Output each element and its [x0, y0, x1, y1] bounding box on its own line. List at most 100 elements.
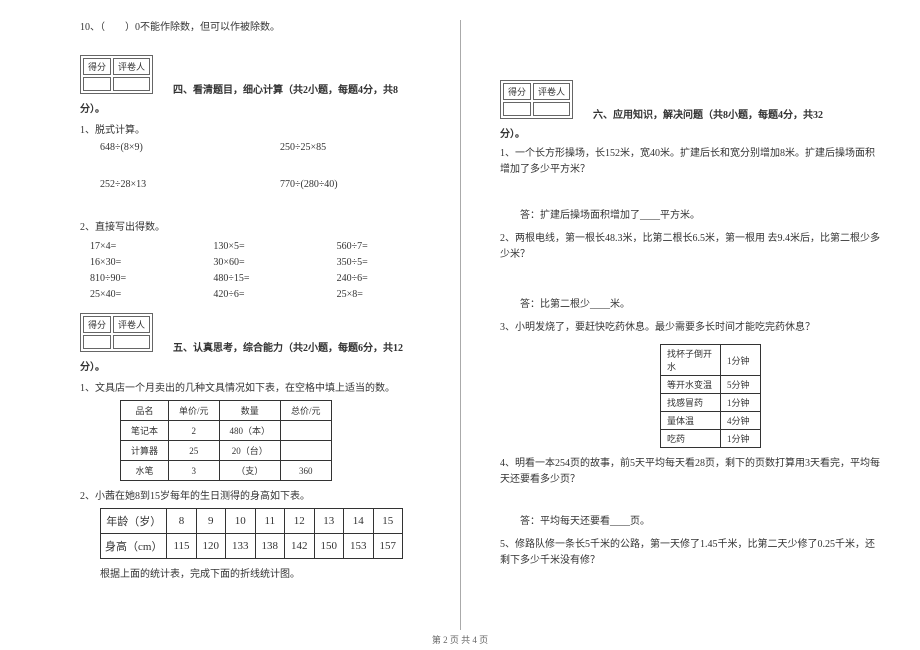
td: 等开水变温: [661, 376, 721, 394]
td: 找杯子倒开水: [661, 345, 721, 376]
stationery-table: 品名 单价/元 数量 总价/元 笔记本 2 480（本） 计算器 25 20（台…: [120, 400, 332, 481]
td: 计算器: [121, 441, 169, 461]
td: 14: [344, 509, 374, 534]
td: 9: [196, 509, 226, 534]
chart-note: 根据上面的统计表，完成下面的折线统计图。: [100, 567, 460, 582]
td: 115: [167, 534, 196, 559]
calc-2b: 770÷(280÷40): [280, 179, 460, 190]
d4c: 25×8=: [337, 287, 460, 303]
td: 150: [314, 534, 344, 559]
score-label: 得分: [83, 58, 111, 75]
section-5-title: 五、认真思考，综合能力（共2小题，每题6分，共12: [173, 339, 460, 354]
th: 单价/元: [169, 401, 220, 421]
td: （支）: [219, 461, 281, 481]
question-6-2: 2、两根电线，第一根长48.3米，比第二根长6.5米，第一根用 去9.4米后，比…: [500, 231, 880, 263]
td: 10: [226, 509, 256, 534]
d3a: 810÷90=: [90, 271, 213, 287]
td: 25: [169, 441, 220, 461]
td: 138: [255, 534, 285, 559]
calc-1a: 648÷(8×9): [100, 142, 280, 153]
td: 3: [169, 461, 220, 481]
td: 480（本）: [219, 421, 281, 441]
td: 笔记本: [121, 421, 169, 441]
sub-5-1: 1、文具店一个月卖出的几种文具情况如下表，在空格中填上适当的数。: [80, 381, 460, 396]
grader-label: 评卷人: [113, 316, 150, 333]
answer-6-4: 答：平均每天还要看____页。: [520, 512, 880, 527]
section-6-title: 六、应用知识，解决问题（共8小题，每题4分，共32: [593, 106, 880, 121]
section-5-header: 得分 评卷人 五、认真思考，综合能力（共2小题，每题6分，共12: [80, 313, 460, 354]
d3b: 480÷15=: [213, 271, 336, 287]
direct-row-4: 25×40= 420÷6= 25×8=: [90, 287, 460, 303]
section-4-header: 得分 评卷人 四、看清题目，细心计算（共2小题，每题4分，共8: [80, 55, 460, 96]
td: 8: [167, 509, 196, 534]
td: 360: [281, 461, 332, 481]
td: 15: [373, 509, 403, 534]
td: 水笔: [121, 461, 169, 481]
right-column: 得分 评卷人 六、应用知识，解决问题（共8小题，每题4分，共32 分）。 1、一…: [500, 20, 880, 620]
td: [281, 421, 332, 441]
calc-1b: 250÷25×85: [280, 142, 460, 153]
td: 找感冒药: [661, 394, 721, 412]
question-6-1: 1、一个长方形操场，长152米，宽40米。扩建后长和宽分别增加8米。扩建后操场面…: [500, 146, 880, 178]
d3c: 240÷6=: [337, 271, 460, 287]
sub-5-2: 2、小茜在她8到15岁每年的生日测得的身高如下表。: [80, 489, 460, 504]
td: 157: [373, 534, 403, 559]
section-6-header: 得分 评卷人 六、应用知识，解决问题（共8小题，每题4分，共32: [500, 80, 880, 121]
grader-label: 评卷人: [113, 58, 150, 75]
question-6-4: 4、明看一本254页的故事，前5天平均每天看28页，剩下的页数打算用3天看完，平…: [500, 456, 880, 488]
d2a: 16×30=: [90, 255, 213, 271]
th: 品名: [121, 401, 169, 421]
d4b: 420÷6=: [213, 287, 336, 303]
calc-2a: 252÷28×13: [100, 179, 280, 190]
td: 20（台）: [219, 441, 281, 461]
direct-row-3: 810÷90= 480÷15= 240÷6=: [90, 271, 460, 287]
score-label: 得分: [503, 83, 531, 100]
td: 153: [344, 534, 374, 559]
section-4-title: 四、看清题目，细心计算（共2小题，每题4分，共8: [173, 81, 460, 96]
grader-label: 评卷人: [533, 83, 570, 100]
th: 数量: [219, 401, 281, 421]
direct-row-1: 17×4= 130×5= 560÷7=: [90, 239, 460, 255]
calc-row-2: 252÷28×13 770÷(280÷40): [100, 179, 460, 190]
d1b: 130×5=: [213, 239, 336, 255]
td: 120: [196, 534, 226, 559]
td: 1分钟: [721, 345, 761, 376]
height-table: 年龄（岁） 8 9 10 11 12 13 14 15 身高（cm） 115 1…: [100, 508, 403, 559]
td: 2: [169, 421, 220, 441]
td: 1分钟: [721, 394, 761, 412]
td: 13: [314, 509, 344, 534]
td: 4分钟: [721, 412, 761, 430]
td: [281, 441, 332, 461]
task-table: 找杯子倒开水1分钟 等开水变温5分钟 找感冒药1分钟 量体温4分钟 吃药1分钟: [660, 344, 761, 448]
th: 总价/元: [281, 401, 332, 421]
answer-6-1: 答：扩建后操场面积增加了____平方米。: [520, 206, 880, 221]
question-6-3: 3、小明发烧了，要赶快吃药休息。最少需要多长时间才能吃完药休息？: [500, 320, 880, 336]
score-box-5: 得分 评卷人: [80, 313, 153, 352]
direct-row-2: 16×30= 30×60= 350÷5=: [90, 255, 460, 271]
td: 5分钟: [721, 376, 761, 394]
answer-6-2: 答：比第二根少____米。: [520, 295, 880, 310]
page-footer: 第 2 页 共 4 页: [0, 633, 920, 646]
td: 量体温: [661, 412, 721, 430]
d2c: 350÷5=: [337, 255, 460, 271]
d1a: 17×4=: [90, 239, 213, 255]
d2b: 30×60=: [213, 255, 336, 271]
question-6-5: 5、修路队修一条长5千米的公路，第一天修了1.45千米，比第二天少修了0.25千…: [500, 537, 880, 569]
score-box: 得分 评卷人: [80, 55, 153, 94]
td: 142: [285, 534, 315, 559]
section-5-cont: 分）。: [80, 358, 460, 373]
d1c: 560÷7=: [337, 239, 460, 255]
td: 12: [285, 509, 315, 534]
sub-4-2: 2、直接写出得数。: [80, 220, 460, 235]
td: 身高（cm）: [101, 534, 167, 559]
section-6-cont: 分）。: [500, 125, 880, 140]
sub-4-1: 1、脱式计算。: [80, 123, 460, 138]
td: 1分钟: [721, 430, 761, 448]
score-box-6: 得分 评卷人: [500, 80, 573, 119]
d4a: 25×40=: [90, 287, 213, 303]
section-4-cont: 分）。: [80, 100, 460, 115]
left-column: 10、（ ）0不能作除数，但可以作被除数。 得分 评卷人 四、看清题目，细心计算…: [80, 20, 460, 620]
td: 133: [226, 534, 256, 559]
td: 年龄（岁）: [101, 509, 167, 534]
column-divider: [460, 20, 461, 630]
